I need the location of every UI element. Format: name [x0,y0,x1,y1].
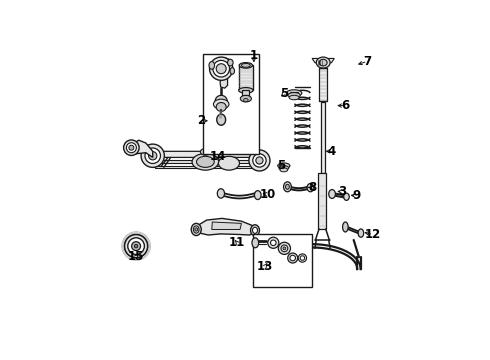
Ellipse shape [239,63,252,68]
Text: 13: 13 [257,260,273,273]
Ellipse shape [279,166,289,170]
Ellipse shape [129,145,134,150]
Bar [242,90,249,99]
Ellipse shape [250,225,259,236]
Ellipse shape [239,87,253,93]
Ellipse shape [230,68,235,74]
Ellipse shape [123,140,139,156]
Ellipse shape [298,254,307,262]
Ellipse shape [252,238,259,248]
Ellipse shape [192,153,219,170]
Ellipse shape [253,154,266,167]
Ellipse shape [200,149,210,155]
Ellipse shape [268,237,279,248]
Text: 6: 6 [341,99,349,112]
Ellipse shape [358,229,364,237]
Ellipse shape [283,247,286,250]
Ellipse shape [280,168,288,172]
Text: 5: 5 [277,159,286,172]
Bar [203,54,259,154]
Ellipse shape [145,148,161,163]
Ellipse shape [278,163,290,168]
Text: 9: 9 [352,189,361,202]
Ellipse shape [286,184,290,189]
Bar [318,174,326,229]
Ellipse shape [286,90,302,96]
Ellipse shape [319,59,327,66]
Ellipse shape [217,114,225,125]
Polygon shape [212,222,242,229]
Ellipse shape [329,190,335,198]
Ellipse shape [216,103,226,111]
Ellipse shape [254,191,261,199]
Polygon shape [312,58,322,64]
Text: 11: 11 [229,236,245,249]
Ellipse shape [281,245,288,252]
Ellipse shape [343,222,348,232]
Ellipse shape [316,57,330,68]
Ellipse shape [126,143,136,153]
Ellipse shape [194,226,199,233]
Ellipse shape [242,63,250,67]
Text: 2: 2 [197,114,205,127]
Polygon shape [196,219,255,235]
Ellipse shape [256,157,263,164]
Ellipse shape [307,184,314,192]
Text: 4: 4 [327,145,336,158]
Ellipse shape [124,234,147,258]
Text: 14: 14 [210,150,226,163]
Ellipse shape [284,182,292,192]
Bar [319,68,327,102]
Polygon shape [155,160,261,163]
Polygon shape [129,140,153,157]
Text: 1: 1 [250,49,258,62]
Ellipse shape [191,223,201,235]
Text: 8: 8 [308,181,316,194]
Polygon shape [324,58,334,64]
Ellipse shape [148,152,157,160]
Bar [252,234,312,287]
Ellipse shape [288,253,298,263]
Ellipse shape [278,242,291,255]
Text: 7: 7 [364,55,371,68]
Ellipse shape [252,227,258,233]
Ellipse shape [217,189,224,198]
Ellipse shape [214,99,229,109]
Polygon shape [212,58,232,88]
Ellipse shape [300,256,305,260]
Ellipse shape [213,60,229,77]
Ellipse shape [196,156,214,167]
Ellipse shape [289,95,299,100]
Ellipse shape [288,93,300,98]
Ellipse shape [128,238,145,255]
Polygon shape [155,166,261,168]
Ellipse shape [215,95,227,108]
Ellipse shape [219,156,240,170]
Ellipse shape [195,228,197,231]
Ellipse shape [227,59,233,66]
Ellipse shape [249,150,270,171]
Ellipse shape [134,244,138,248]
Ellipse shape [216,64,226,74]
Ellipse shape [343,193,349,201]
Ellipse shape [244,98,248,102]
Text: 3: 3 [339,185,346,198]
Text: 5: 5 [280,87,289,100]
Ellipse shape [141,144,164,167]
Ellipse shape [209,62,215,69]
Ellipse shape [210,57,233,80]
Text: 10: 10 [260,188,276,201]
Bar [239,66,253,90]
Ellipse shape [132,242,141,251]
Text: 15: 15 [128,250,144,263]
Polygon shape [151,151,262,157]
Ellipse shape [270,240,276,246]
Ellipse shape [240,95,251,102]
Ellipse shape [290,255,295,261]
Text: 12: 12 [365,228,381,241]
Bar [321,102,325,174]
